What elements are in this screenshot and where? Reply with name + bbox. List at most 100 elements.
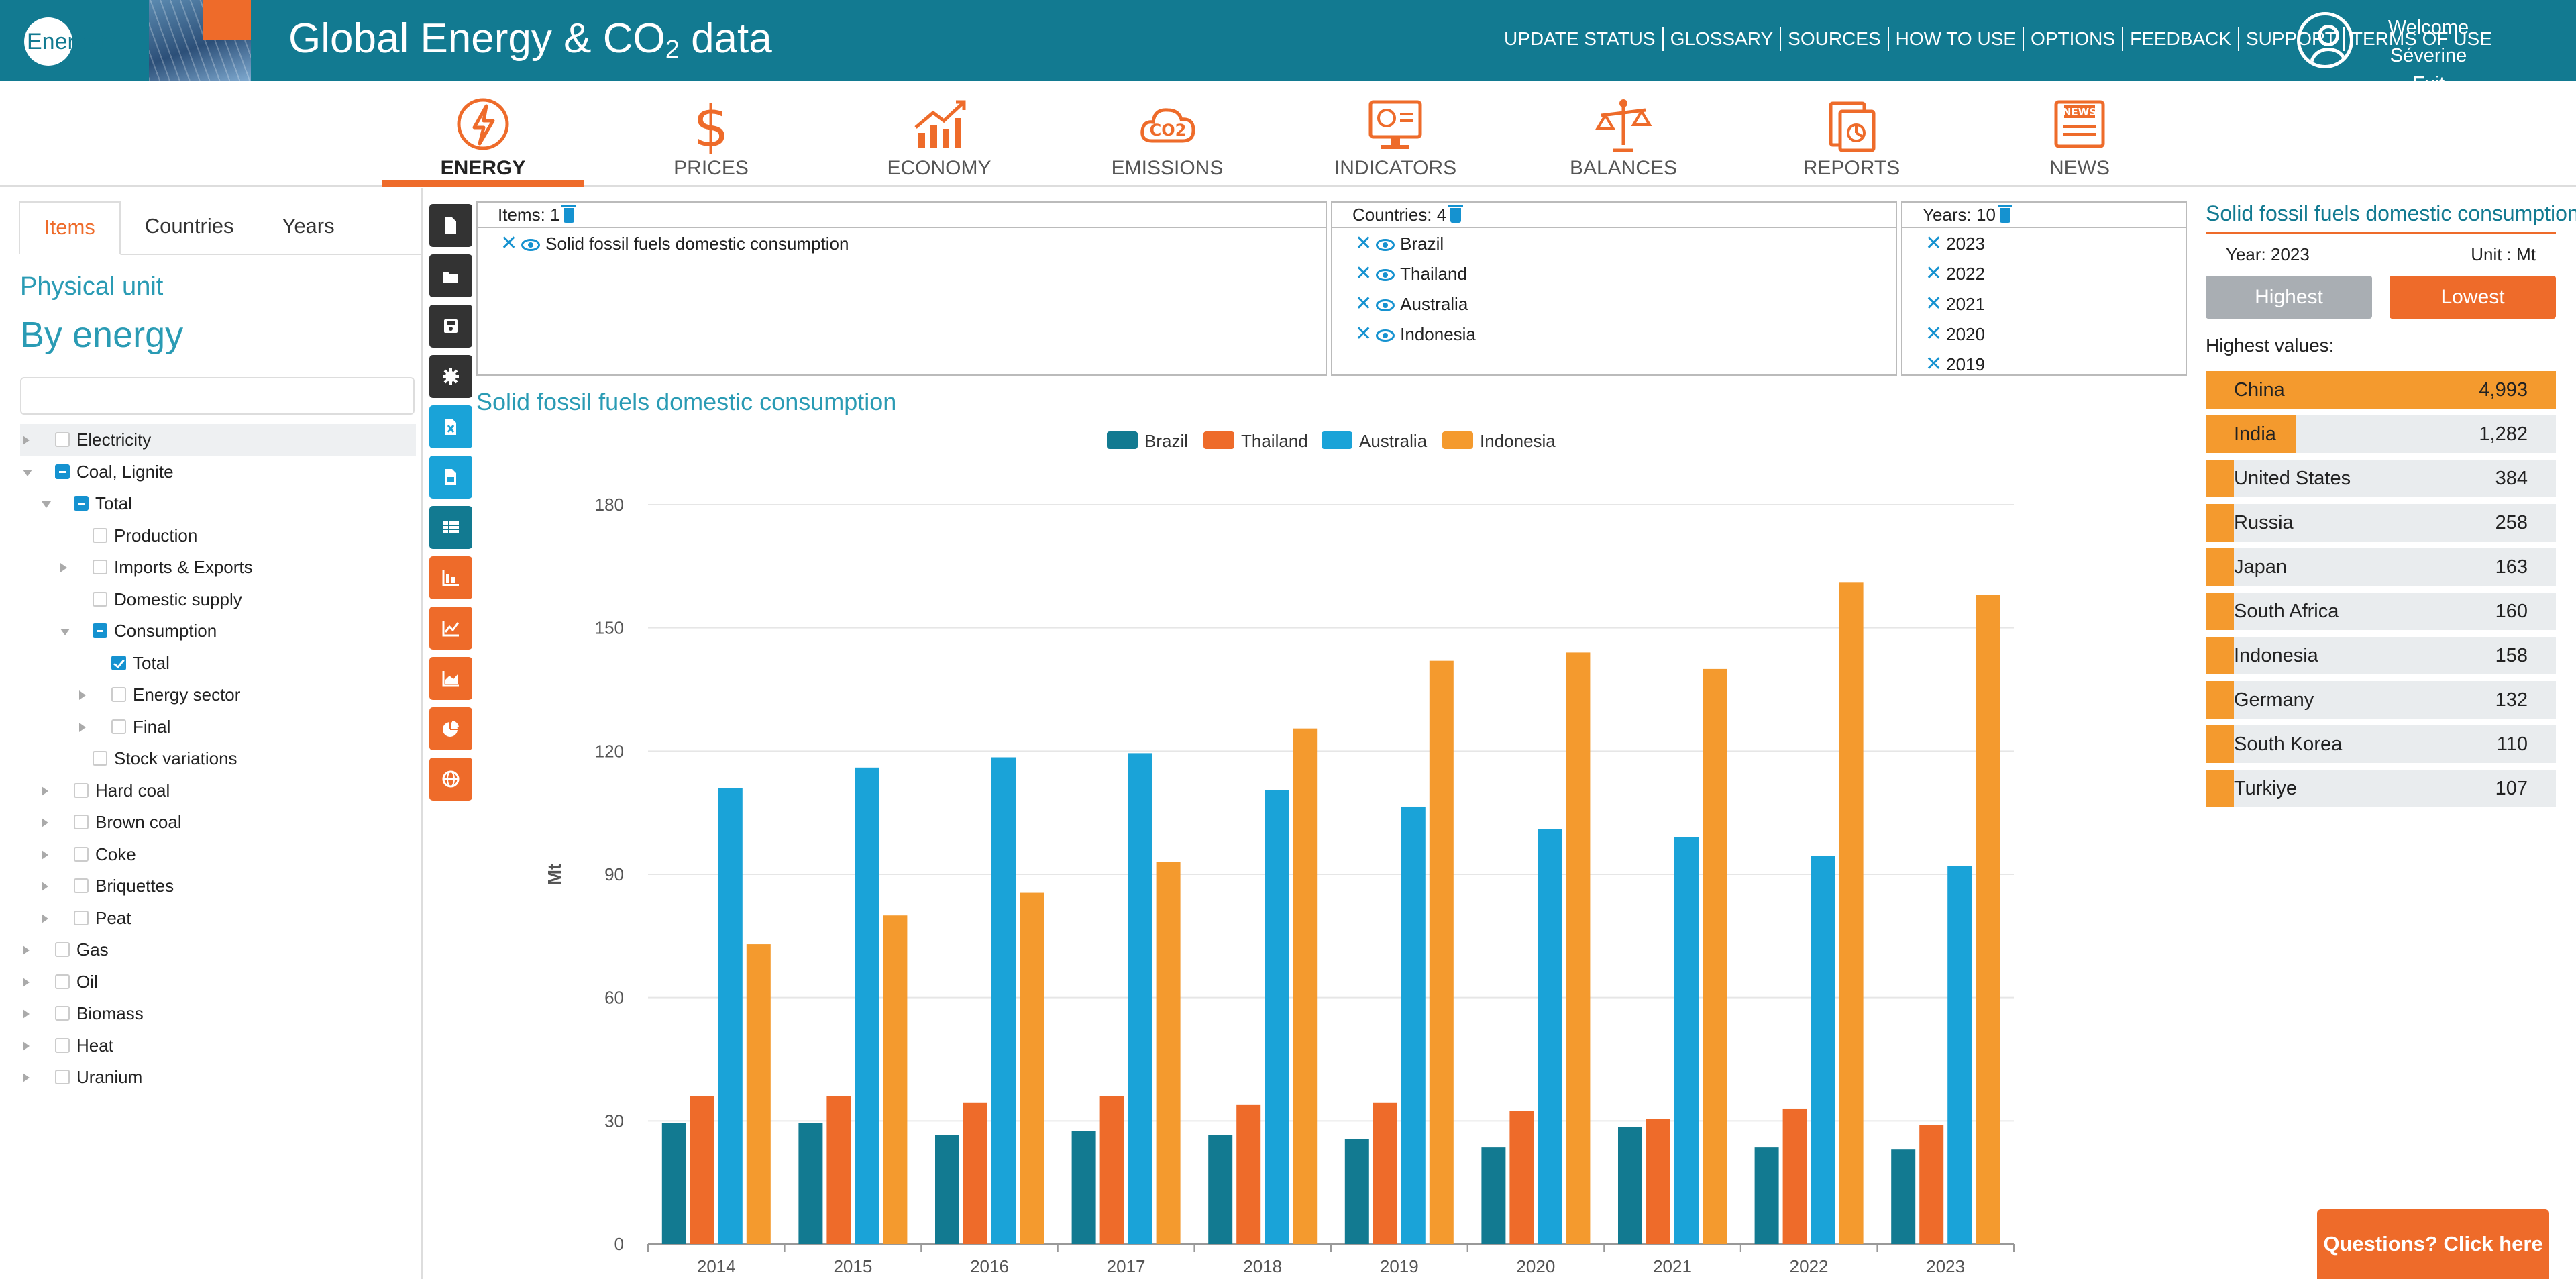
tree-checkbox[interactable] bbox=[55, 1037, 70, 1053]
globe-map-button[interactable] bbox=[429, 758, 472, 801]
caret-right-icon[interactable] bbox=[42, 818, 48, 827]
bar-thailand-2023[interactable] bbox=[1919, 1125, 1944, 1244]
new-file-button[interactable] bbox=[429, 204, 472, 247]
lowest-button[interactable]: Lowest bbox=[2390, 276, 2556, 319]
eye-icon[interactable] bbox=[521, 239, 541, 251]
tree-checkbox[interactable] bbox=[55, 464, 70, 479]
bar-indonesia-2018[interactable] bbox=[1293, 728, 1318, 1244]
tree-checkbox[interactable] bbox=[74, 815, 89, 829]
bar-thailand-2021[interactable] bbox=[1646, 1119, 1670, 1244]
bar-australia-2019[interactable] bbox=[1401, 806, 1426, 1244]
tree-checkbox[interactable] bbox=[74, 782, 89, 798]
bar-indonesia-2022[interactable] bbox=[1839, 582, 1864, 1244]
tree-item-production[interactable]: Production bbox=[20, 520, 416, 552]
tree-item-total[interactable]: Total bbox=[20, 488, 416, 520]
nav-tab-emissions[interactable]: CO2 EMISSIONS bbox=[1067, 81, 1268, 187]
eye-icon[interactable] bbox=[1376, 269, 1395, 281]
tree-item-hard-coal[interactable]: Hard coal bbox=[20, 775, 416, 807]
tree-checkbox[interactable] bbox=[74, 910, 89, 925]
bar-brazil-2016[interactable] bbox=[935, 1135, 959, 1244]
ranking-row[interactable]: Japan 163 bbox=[2206, 548, 2556, 586]
ranking-row[interactable]: United States 384 bbox=[2206, 460, 2556, 497]
bar-brazil-2018[interactable] bbox=[1208, 1135, 1233, 1244]
user-avatar-icon[interactable] bbox=[2297, 12, 2353, 68]
tree-item-final[interactable]: Final bbox=[20, 711, 416, 744]
top-link-terms-of-use[interactable]: TERMS OF USE bbox=[2343, 27, 2499, 51]
bar-thailand-2022[interactable] bbox=[1782, 1108, 1807, 1244]
bar-australia-2014[interactable] bbox=[718, 788, 743, 1244]
tree-checkbox[interactable] bbox=[74, 496, 89, 511]
bar-thailand-2017[interactable] bbox=[1099, 1096, 1124, 1244]
bar-thailand-2014[interactable] bbox=[690, 1096, 714, 1244]
caret-right-icon[interactable] bbox=[79, 690, 86, 700]
bar-thailand-2019[interactable] bbox=[1373, 1102, 1397, 1244]
bar-australia-2018[interactable] bbox=[1265, 790, 1289, 1244]
tree-checkbox[interactable] bbox=[111, 655, 126, 670]
tree-checkbox[interactable] bbox=[93, 751, 107, 766]
caret-right-icon[interactable] bbox=[23, 436, 30, 445]
bar-australia-2016[interactable] bbox=[991, 757, 1016, 1244]
bar-brazil-2023[interactable] bbox=[1891, 1149, 1916, 1244]
caret-right-icon[interactable] bbox=[42, 913, 48, 923]
remove-x-icon[interactable]: ✕ bbox=[1925, 262, 1943, 285]
trash-icon[interactable] bbox=[1997, 205, 2012, 223]
bar-brazil-2019[interactable] bbox=[1344, 1139, 1369, 1244]
save-button[interactable] bbox=[429, 305, 472, 348]
bar-brazil-2020[interactable] bbox=[1481, 1147, 1506, 1244]
remove-x-icon[interactable]: ✕ bbox=[1925, 293, 1943, 315]
ranking-row[interactable]: China 4,993 bbox=[2206, 371, 2556, 409]
bar-thailand-2020[interactable] bbox=[1509, 1111, 1534, 1244]
bar-australia-2021[interactable] bbox=[1674, 837, 1699, 1244]
tree-item-coke[interactable]: Coke bbox=[20, 839, 416, 871]
tree-item-consumption[interactable]: Consumption bbox=[20, 615, 416, 648]
tree-item-coal-lignite[interactable]: Coal, Lignite bbox=[20, 456, 416, 489]
tree-checkbox[interactable] bbox=[111, 719, 126, 734]
caret-right-icon[interactable] bbox=[23, 1073, 30, 1082]
remove-x-icon[interactable]: ✕ bbox=[1925, 232, 1943, 254]
tree-checkbox[interactable] bbox=[93, 591, 107, 607]
nav-tab-prices[interactable]: $ PRICES bbox=[610, 81, 812, 187]
excel-export-button[interactable] bbox=[429, 405, 472, 448]
legend-swatch-brazil[interactable] bbox=[1107, 431, 1138, 449]
tree-search-input[interactable] bbox=[20, 377, 415, 415]
tree-checkbox[interactable] bbox=[55, 1070, 70, 1084]
trash-icon[interactable] bbox=[1448, 205, 1464, 223]
caret-right-icon[interactable] bbox=[23, 977, 30, 987]
caret-down-icon[interactable] bbox=[42, 501, 51, 508]
enerdata-logo[interactable]: Enerdata bbox=[24, 17, 119, 66]
bar-indonesia-2014[interactable] bbox=[746, 944, 771, 1244]
nav-tab-reports[interactable]: REPORTS bbox=[1751, 81, 1952, 187]
tree-item-briquettes[interactable]: Briquettes bbox=[20, 870, 416, 903]
caret-right-icon[interactable] bbox=[23, 945, 30, 955]
nav-tab-balances[interactable]: BALANCES bbox=[1523, 81, 1724, 187]
caret-right-icon[interactable] bbox=[42, 850, 48, 860]
tab-years[interactable]: Years bbox=[282, 214, 335, 238]
top-link-update-status[interactable]: UPDATE STATUS bbox=[1504, 28, 1656, 49]
open-folder-button[interactable] bbox=[429, 254, 472, 297]
nav-tab-news[interactable]: NEWS NEWS bbox=[1979, 81, 2180, 187]
remove-x-icon[interactable]: ✕ bbox=[1925, 353, 1943, 375]
caret-right-icon[interactable] bbox=[23, 1009, 30, 1019]
caret-right-icon[interactable] bbox=[23, 1041, 30, 1051]
ranking-row[interactable]: South Africa 160 bbox=[2206, 593, 2556, 630]
bar-indonesia-2021[interactable] bbox=[1703, 668, 1727, 1244]
tree-checkbox[interactable] bbox=[111, 687, 126, 702]
top-link-options[interactable]: OPTIONS bbox=[2023, 27, 2122, 51]
bar-australia-2015[interactable] bbox=[855, 767, 879, 1244]
tree-checkbox[interactable] bbox=[93, 623, 107, 638]
caret-down-icon[interactable] bbox=[60, 629, 70, 635]
remove-x-icon[interactable]: ✕ bbox=[1355, 323, 1373, 345]
top-link-sources[interactable]: SOURCES bbox=[1780, 27, 1887, 51]
tree-checkbox[interactable] bbox=[93, 560, 107, 574]
ranking-row[interactable]: Indonesia 158 bbox=[2206, 637, 2556, 674]
tree-item-heat[interactable]: Heat bbox=[20, 1030, 416, 1062]
tree-item-gas[interactable]: Gas bbox=[20, 934, 416, 966]
tree-item-imports-exports[interactable]: Imports & Exports bbox=[20, 552, 416, 584]
bar-australia-2017[interactable] bbox=[1128, 753, 1152, 1244]
caret-right-icon[interactable] bbox=[60, 563, 67, 572]
tab-countries[interactable]: Countries bbox=[144, 214, 234, 238]
caret-right-icon[interactable] bbox=[42, 786, 48, 796]
tree-item-total[interactable]: Total bbox=[20, 648, 416, 680]
tree-checkbox[interactable] bbox=[74, 878, 89, 893]
tree-item-peat[interactable]: Peat bbox=[20, 903, 416, 935]
